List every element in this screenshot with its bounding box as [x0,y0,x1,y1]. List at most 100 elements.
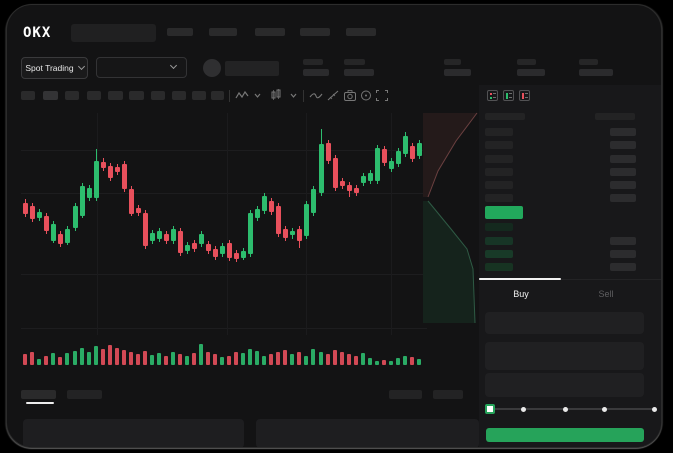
volume-bar [143,351,147,365]
candle-body [396,151,401,164]
candle-body [65,229,70,243]
volume-bar [311,349,315,365]
candle-body [227,243,232,258]
ask-row[interactable] [485,141,513,149]
interval-button-1[interactable] [21,91,35,100]
orderbook-bids-icon[interactable] [503,90,514,101]
nav-item-1[interactable] [167,28,193,36]
chevron-down-icon[interactable] [253,89,262,102]
interval-button-8[interactable] [172,91,186,100]
order-total-input[interactable] [485,373,644,397]
amount-slider-track[interactable] [490,408,656,410]
volume-bar [129,352,133,365]
buy-submit-button[interactable] [486,428,644,442]
volume-bar [87,352,91,365]
orders-filter-1[interactable] [389,390,422,399]
token-avatar [203,59,221,77]
volume-bar [192,353,196,365]
order-amount-input[interactable] [485,342,644,370]
interval-button-10[interactable] [211,91,224,100]
orders-table-skeleton-left [23,419,244,447]
line-tool-icon[interactable] [309,89,323,102]
nav-item-4[interactable] [300,28,330,36]
candle-body [30,206,35,219]
nav-item-5[interactable] [346,28,376,36]
slider-dot-100[interactable] [652,407,657,412]
candle-body [220,246,225,254]
candle-body [44,216,49,231]
candle-body [297,229,302,241]
candle-body [37,212,42,218]
pair-selector-dropdown[interactable] [96,57,187,78]
market-type-selector[interactable]: Spot Trading [21,57,88,79]
interval-button-7[interactable] [151,91,165,100]
candle-body [136,208,141,213]
ask-row[interactable] [485,128,513,136]
candle-body [157,231,162,239]
chevron-down-icon[interactable] [289,89,298,102]
candle-body [171,229,176,241]
ask-row[interactable] [485,181,513,189]
volume-bar [44,356,48,365]
ask-row[interactable] [485,168,513,176]
target-circle-icon[interactable] [359,89,373,102]
device-frame: OKX Spot Trading [6,4,662,448]
candle-type-icon[interactable] [269,89,283,102]
volume-bar [410,357,414,365]
interval-button-5[interactable] [108,91,123,100]
orders-tab-history[interactable] [67,390,102,399]
volume-bar [234,352,238,365]
volume-bar [23,354,27,365]
ask-row[interactable] [485,194,513,202]
bid-row[interactable] [485,250,513,258]
chevron-down-icon [77,62,85,71]
interval-button-4[interactable] [87,91,101,100]
interval-button-9[interactable] [192,91,206,100]
volume-bar [340,352,344,365]
order-price-input[interactable] [485,312,644,334]
nav-item-3[interactable] [255,28,285,36]
tab-sell[interactable]: Sell [598,289,614,299]
candle-body [375,148,380,181]
slider-dot-50[interactable] [563,407,568,412]
volume-bar [368,358,372,365]
candle-body [340,181,345,186]
slider-dot-25[interactable] [521,407,526,412]
slider-dot-75[interactable] [602,407,607,412]
global-search-input[interactable] [71,24,156,42]
camera-icon[interactable] [343,89,357,102]
orders-filter-2[interactable] [433,390,463,399]
volume-bar [241,353,245,365]
ruler-icon[interactable] [326,89,340,102]
interval-button-3[interactable] [65,91,79,100]
bid-amount [610,237,636,245]
volume-bar [157,353,161,365]
interval-button-2[interactable] [43,91,58,100]
volume-bar [73,351,77,365]
volume-bar [326,354,330,365]
bid-amount [610,250,636,258]
candle-body [80,186,85,216]
interval-button-6[interactable] [129,91,144,100]
orders-active-tab-indicator [26,402,54,404]
ask-row[interactable] [485,155,513,163]
bid-row[interactable] [485,263,513,271]
volume-bar [297,352,301,365]
orders-tab-open[interactable] [21,390,56,399]
slider-handle[interactable] [485,404,495,414]
fullscreen-icon[interactable] [375,89,389,102]
volume-bar [283,350,287,365]
candle-body [115,167,120,172]
volume-bar [108,345,112,365]
bid-row[interactable] [485,237,513,245]
volume-bar [347,354,351,365]
bid-row[interactable] [485,223,513,231]
indicator-zigzag-icon[interactable] [235,89,249,102]
orderbook-asks-icon[interactable] [519,90,530,101]
candle-body [164,234,169,241]
ask-amount [610,168,636,176]
tab-buy[interactable]: Buy [513,289,529,299]
nav-item-2[interactable] [209,28,237,36]
orderbook-combined-icon[interactable] [487,90,498,101]
bid-amount [610,263,636,271]
